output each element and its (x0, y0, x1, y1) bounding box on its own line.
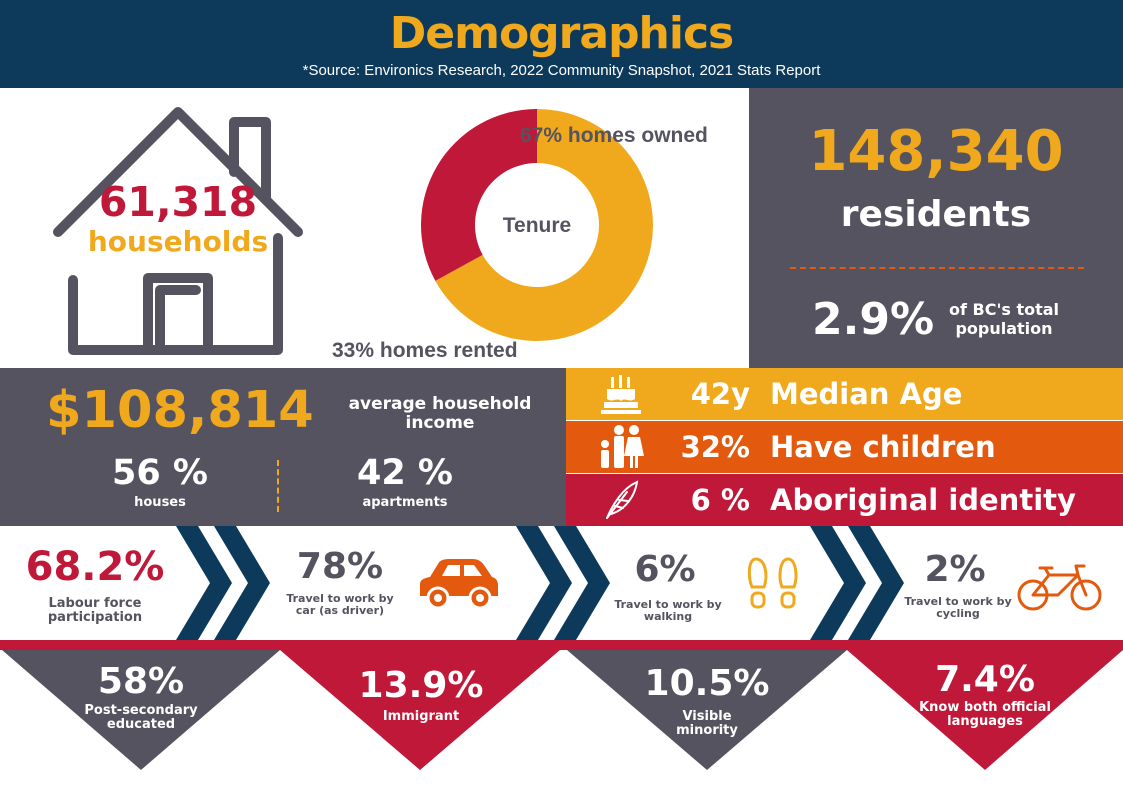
aboriginal-band: 6 % Aboriginal identity (566, 474, 1123, 526)
walking-label: Travel to work by walking (614, 598, 722, 623)
median-age-value: 42y (690, 377, 750, 411)
chevrons (176, 526, 904, 640)
immigrant-label: Immigrant (382, 709, 460, 724)
aboriginal-label: Aboriginal identity (770, 483, 1076, 517)
labour-label: Labour force participation (47, 596, 143, 625)
houses-value: 56 % (112, 453, 208, 493)
households-label: households (87, 225, 269, 258)
residents-value: 148,340 (808, 119, 1064, 184)
tenure-center-label: Tenure (503, 214, 571, 237)
bc-share-value: 2.9% (812, 294, 935, 345)
residents-label: residents (840, 194, 1032, 235)
residents-panel (749, 88, 1123, 368)
chevron-1a (176, 526, 232, 640)
immigrant-value: 13.9% (358, 665, 484, 706)
triangle-minority (567, 650, 847, 770)
income-value: $108,814 (46, 381, 314, 440)
tenure-donut-chart: Tenure (421, 109, 653, 341)
donut-slice-homes-owned (435, 109, 653, 341)
car-value: 78% (296, 546, 384, 587)
income-label: average household income (348, 394, 532, 433)
cycling-value: 2% (924, 549, 986, 590)
residents-divider (790, 267, 1084, 269)
education-value: 58% (97, 661, 185, 702)
donut-slice-homes-rented (421, 109, 537, 281)
triangles (2, 650, 1123, 770)
minority-label: Visible minority (676, 709, 738, 738)
income-panel (0, 368, 566, 526)
bottom-strip (0, 640, 1123, 650)
apartments-value: 42 % (357, 453, 453, 493)
source-note: *Source: Environics Research, 2022 Commu… (302, 62, 821, 79)
bc-share-label: of BC's total population (948, 300, 1060, 338)
car-label: Travel to work by car (as driver) (286, 592, 394, 617)
chevron-3b (848, 526, 904, 640)
languages-value: 7.4% (935, 659, 1035, 700)
triangle-education (2, 650, 280, 770)
chevron-2a (516, 526, 572, 640)
income-divider (277, 460, 279, 512)
children-band: 32% Have children (566, 421, 1123, 473)
house-icon (53, 107, 303, 355)
chevron-1b (214, 526, 270, 640)
car-icon (420, 559, 498, 610)
page-title: Demographics (389, 8, 735, 59)
feather-icon (606, 480, 639, 519)
median-age-label: Median Age (770, 377, 963, 411)
aboriginal-value: 6 % (690, 483, 750, 517)
cycling-label: Travel to work by cycling (904, 595, 1012, 620)
median-age-band: 42y Median Age (566, 368, 1123, 420)
households-value: 61,318 (98, 178, 258, 226)
footprints-icon (747, 557, 798, 609)
children-label: Have children (770, 430, 996, 464)
languages-label: Know both official languages (919, 700, 1051, 729)
header-banner (0, 0, 1123, 88)
children-value: 32% (680, 430, 750, 464)
cake-icon (601, 375, 641, 414)
houses-label: houses (134, 495, 186, 510)
owned-label: 67% homes owned (520, 124, 708, 147)
rented-label: 33% homes rented (332, 339, 518, 362)
apartments-label: apartments (362, 495, 448, 510)
family-icon (601, 425, 644, 468)
bicycle-icon (1017, 564, 1102, 611)
walking-value: 6% (634, 549, 696, 590)
chevron-2b (554, 526, 610, 640)
labour-value: 68.2% (25, 544, 165, 590)
minority-value: 10.5% (644, 663, 770, 704)
triangle-immigrant (280, 650, 560, 770)
education-label: Post-secondary educated (84, 703, 198, 732)
triangle-languages (847, 650, 1123, 770)
chevron-3a (810, 526, 866, 640)
